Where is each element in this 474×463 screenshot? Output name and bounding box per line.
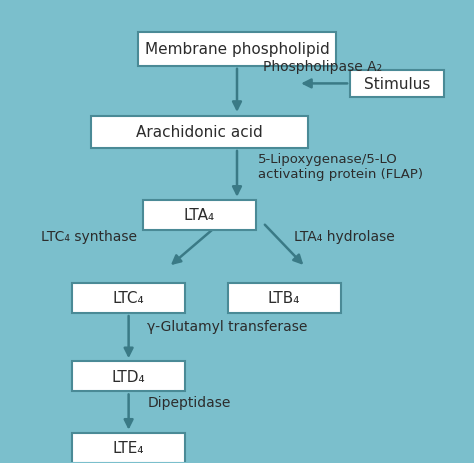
Text: LTD₄: LTD₄ (112, 369, 146, 384)
FancyBboxPatch shape (72, 433, 185, 463)
Text: 5-Lipoxygenase/5-LO
activating protein (FLAP): 5-Lipoxygenase/5-LO activating protein (… (258, 153, 423, 181)
FancyBboxPatch shape (228, 283, 341, 313)
Text: LTC₄ synthase: LTC₄ synthase (41, 229, 137, 243)
FancyBboxPatch shape (91, 116, 308, 149)
Text: LTA₄: LTA₄ (184, 208, 215, 223)
FancyBboxPatch shape (350, 70, 444, 98)
FancyBboxPatch shape (138, 32, 336, 67)
Text: LTB₄: LTB₄ (268, 291, 301, 306)
Text: Stimulus: Stimulus (364, 77, 430, 92)
Text: Dipeptidase: Dipeptidase (147, 395, 231, 409)
Text: γ-Glutamyl transferase: γ-Glutamyl transferase (147, 319, 308, 333)
Text: LTA₄ hydrolase: LTA₄ hydrolase (293, 229, 394, 243)
FancyBboxPatch shape (72, 362, 185, 391)
FancyBboxPatch shape (143, 200, 256, 231)
Text: Arachidonic acid: Arachidonic acid (136, 125, 263, 140)
Text: Phospholipase A₂: Phospholipase A₂ (263, 60, 382, 74)
Text: LTC₄: LTC₄ (113, 291, 145, 306)
Text: LTE₄: LTE₄ (113, 440, 145, 455)
Text: Membrane phospholipid: Membrane phospholipid (145, 42, 329, 57)
FancyBboxPatch shape (72, 283, 185, 313)
